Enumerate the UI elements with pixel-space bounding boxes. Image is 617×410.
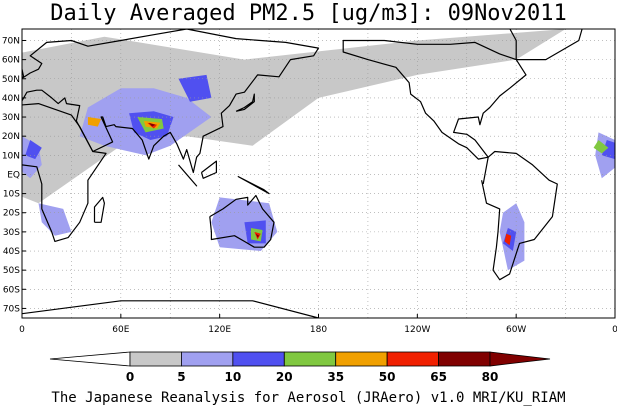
pm25-region-20 bbox=[504, 233, 512, 246]
coastline-6 bbox=[235, 93, 255, 112]
lat-label-6: 10N bbox=[2, 151, 20, 161]
coastline-12 bbox=[22, 300, 319, 318]
latitude-labels: 70N 60N 50N 40N 30N 20N 10N EQ 10S 20S 30S 40S 50S 60… bbox=[2, 36, 26, 314]
pm25-region-17 bbox=[87, 117, 102, 127]
lon-label-2: 120E bbox=[208, 325, 231, 335]
lat-label-9: 20S bbox=[3, 209, 20, 219]
coastline-10 bbox=[200, 160, 217, 179]
colorbar-tick-1: 5 bbox=[177, 370, 185, 384]
longitude-labels: 0 60E 120E 180 120W 60W 0 bbox=[19, 314, 617, 335]
lat-label-7: EQ bbox=[7, 170, 20, 180]
coastline-7 bbox=[22, 68, 25, 78]
lat-label-1: 60N bbox=[2, 56, 20, 66]
lat-label-14: 70S bbox=[3, 304, 20, 314]
map-title: Daily Averaged PM2.5 [ug/m3]: 09Nov2011 bbox=[50, 1, 567, 26]
pm25-shading-layer bbox=[22, 29, 615, 271]
colorbar-tick-2: 10 bbox=[225, 370, 242, 384]
colorbar-box-6 bbox=[386, 351, 439, 367]
pm25-region-10 bbox=[178, 74, 212, 102]
colorbar-box-1 bbox=[129, 351, 182, 367]
coastline-2 bbox=[209, 194, 275, 248]
colorbar-tick-5: 50 bbox=[379, 370, 396, 384]
colorbar-box-2 bbox=[181, 351, 234, 367]
lon-label-3: 180 bbox=[310, 325, 327, 335]
pm25-region-12 bbox=[25, 140, 42, 160]
lat-label-0: 70N bbox=[2, 36, 20, 46]
lon-label-4: 120W bbox=[404, 325, 430, 335]
pm25-region-14 bbox=[593, 140, 609, 154]
pm25-region-21 bbox=[148, 122, 156, 127]
coastline-4 bbox=[342, 39, 527, 160]
colorbar-over-arrow bbox=[489, 351, 551, 367]
colorbar-tick-6: 65 bbox=[430, 370, 447, 384]
lat-label-4: 30N bbox=[2, 113, 20, 123]
lat-label-2: 50N bbox=[2, 75, 20, 85]
lon-label-1: 60E bbox=[112, 325, 129, 335]
coastlines bbox=[22, 29, 583, 318]
colorbar-under-arrow bbox=[49, 351, 131, 367]
coastline-11 bbox=[237, 175, 270, 195]
pm25-region-0 bbox=[22, 29, 566, 204]
lat-label-13: 60S bbox=[3, 285, 20, 295]
lon-label-0: 0 bbox=[19, 325, 25, 335]
coastline-9 bbox=[178, 164, 198, 187]
lat-label-11: 40S bbox=[3, 247, 20, 257]
colorbar-box-7 bbox=[438, 351, 491, 367]
lon-label-5: 60W bbox=[506, 325, 526, 335]
lat-label-8: 10S bbox=[3, 190, 20, 200]
colorbar-box-5 bbox=[335, 351, 388, 367]
colorbar-tick-4: 35 bbox=[327, 370, 344, 384]
lat-label-12: 50S bbox=[3, 266, 20, 276]
colorbar-tick-7: 80 bbox=[482, 370, 499, 384]
colorbar: 0 5 10 20 35 50 65 80 bbox=[49, 351, 551, 384]
pm25-region-6 bbox=[38, 203, 72, 236]
lat-label-5: 20N bbox=[2, 132, 20, 142]
lon-label-6: 0 bbox=[612, 325, 617, 335]
pm25-region-11 bbox=[601, 140, 615, 160]
coastline-5 bbox=[509, 29, 583, 61]
coastline-1 bbox=[22, 29, 320, 174]
coastline-0 bbox=[22, 102, 107, 242]
colorbar-tick-3: 20 bbox=[276, 370, 293, 384]
pm25-region-22 bbox=[255, 233, 260, 238]
coastline-3 bbox=[481, 150, 558, 281]
colorbar-box-3 bbox=[232, 351, 285, 367]
coastline-8 bbox=[93, 196, 106, 223]
graticule bbox=[22, 29, 615, 318]
lat-label-3: 40N bbox=[2, 94, 20, 104]
colorbar-tick-0: 0 bbox=[126, 370, 134, 384]
colorbar-box-4 bbox=[283, 351, 337, 367]
lat-label-10: 30S bbox=[3, 228, 20, 238]
credit-line: The Japanese Reanalysis for Aerosol (JRA… bbox=[51, 390, 566, 406]
